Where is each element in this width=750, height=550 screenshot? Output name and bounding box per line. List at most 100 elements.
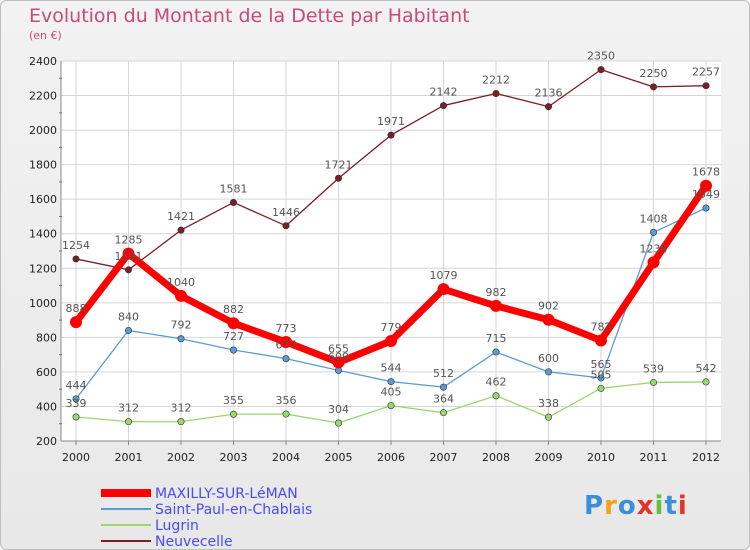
- data-label: 1040: [167, 276, 195, 289]
- data-point: [282, 222, 290, 230]
- y-tick-label: 2000: [29, 124, 57, 137]
- data-label: 565: [591, 358, 612, 371]
- y-tick-label: 1800: [29, 159, 57, 172]
- chart-title: Evolution du Montant de la Dette par Hab…: [29, 5, 470, 27]
- logo-letter: i: [654, 491, 665, 521]
- x-tick-label: 2003: [220, 451, 248, 464]
- data-point: [542, 313, 555, 326]
- x-tick-label: 2011: [640, 451, 668, 464]
- x-tick-label: 2000: [62, 451, 90, 464]
- data-point: [280, 336, 292, 349]
- data-point: [387, 402, 395, 410]
- data-label: 2142: [430, 86, 458, 99]
- logo-letter: t: [664, 491, 678, 521]
- data-point: [334, 419, 342, 427]
- y-tick-label: 1000: [29, 297, 57, 310]
- data-point: [595, 334, 607, 347]
- data-label: 1191: [115, 250, 143, 263]
- data-point: [175, 289, 187, 302]
- data-label: 882: [223, 303, 244, 316]
- x-tick-label: 2002: [167, 451, 195, 464]
- data-label: 2212: [482, 73, 510, 86]
- data-label: 338: [538, 397, 559, 410]
- data-point: [230, 346, 238, 354]
- logo-letter: r: [604, 491, 618, 521]
- logo-letter: P: [584, 491, 605, 521]
- data-point: [125, 418, 133, 426]
- data-label: 609: [328, 350, 349, 363]
- data-label: 1285: [115, 234, 143, 247]
- data-label: 773: [276, 322, 297, 335]
- data-label: 1234: [640, 242, 668, 255]
- data-point: [387, 378, 395, 386]
- data-label: 779: [381, 321, 402, 334]
- data-point: [544, 413, 552, 421]
- y-tick-label: 2400: [29, 55, 57, 68]
- logo-letter: o: [617, 491, 637, 521]
- data-label: 2136: [535, 87, 563, 100]
- y-tick-label: 1600: [29, 193, 57, 206]
- data-point: [649, 378, 657, 386]
- data-point: [385, 334, 397, 347]
- data-point: [490, 299, 502, 312]
- data-point: [122, 247, 135, 260]
- data-point: [439, 383, 447, 391]
- data-label: 677: [276, 339, 297, 352]
- data-point: [492, 348, 500, 356]
- data-label: 304: [328, 403, 349, 416]
- data-point: [177, 226, 185, 234]
- data-label: 782: [591, 320, 612, 333]
- data-point: [227, 317, 240, 330]
- x-tick-label: 2005: [325, 451, 353, 464]
- data-point: [597, 374, 605, 382]
- data-label: 1721: [325, 158, 353, 171]
- data-label: 727: [223, 330, 244, 343]
- x-tick-label: 2004: [272, 451, 300, 464]
- data-label: 444: [66, 379, 87, 392]
- data-label: 1079: [430, 269, 458, 282]
- data-label: 2250: [640, 67, 668, 80]
- data-label: 505: [591, 368, 612, 381]
- data-label: 2350: [587, 50, 615, 63]
- data-label: 1254: [62, 239, 90, 252]
- data-point: [702, 378, 710, 386]
- data-label: 1421: [167, 210, 195, 223]
- data-point: [492, 89, 500, 97]
- data-point: [649, 228, 657, 236]
- data-point: [544, 103, 552, 111]
- data-label: 405: [381, 386, 402, 399]
- y-tick-label: 400: [36, 400, 57, 413]
- data-point: [439, 102, 447, 110]
- data-point: [70, 316, 82, 329]
- data-label: 544: [381, 362, 402, 375]
- logo-letter: i: [677, 491, 688, 521]
- data-label: 1408: [640, 212, 668, 225]
- x-tick-label: 2012: [692, 451, 720, 464]
- data-point: [597, 66, 605, 74]
- data-point: [647, 256, 660, 269]
- data-label: 539: [643, 362, 664, 375]
- data-point: [597, 384, 605, 392]
- data-label: 1678: [692, 166, 720, 179]
- y-tick-label: 200: [36, 435, 57, 448]
- x-tick-label: 2006: [377, 451, 405, 464]
- data-label: 462: [486, 376, 507, 389]
- data-label: 902: [538, 300, 559, 313]
- data-label: 356: [276, 394, 297, 407]
- data-label: 655: [328, 342, 349, 355]
- data-point: [334, 174, 342, 182]
- data-point: [492, 392, 500, 400]
- x-tick-label: 2001: [115, 451, 143, 464]
- data-label: 355: [223, 394, 244, 407]
- data-label: 600: [538, 352, 559, 365]
- data-point: [387, 131, 395, 139]
- data-label: 312: [171, 402, 192, 415]
- data-point: [649, 83, 657, 91]
- data-label: 339: [66, 397, 87, 410]
- data-label: 792: [171, 319, 192, 332]
- data-point: [230, 198, 238, 206]
- data-label: 364: [433, 393, 454, 406]
- x-tick-label: 2007: [430, 451, 458, 464]
- data-point: [177, 335, 185, 343]
